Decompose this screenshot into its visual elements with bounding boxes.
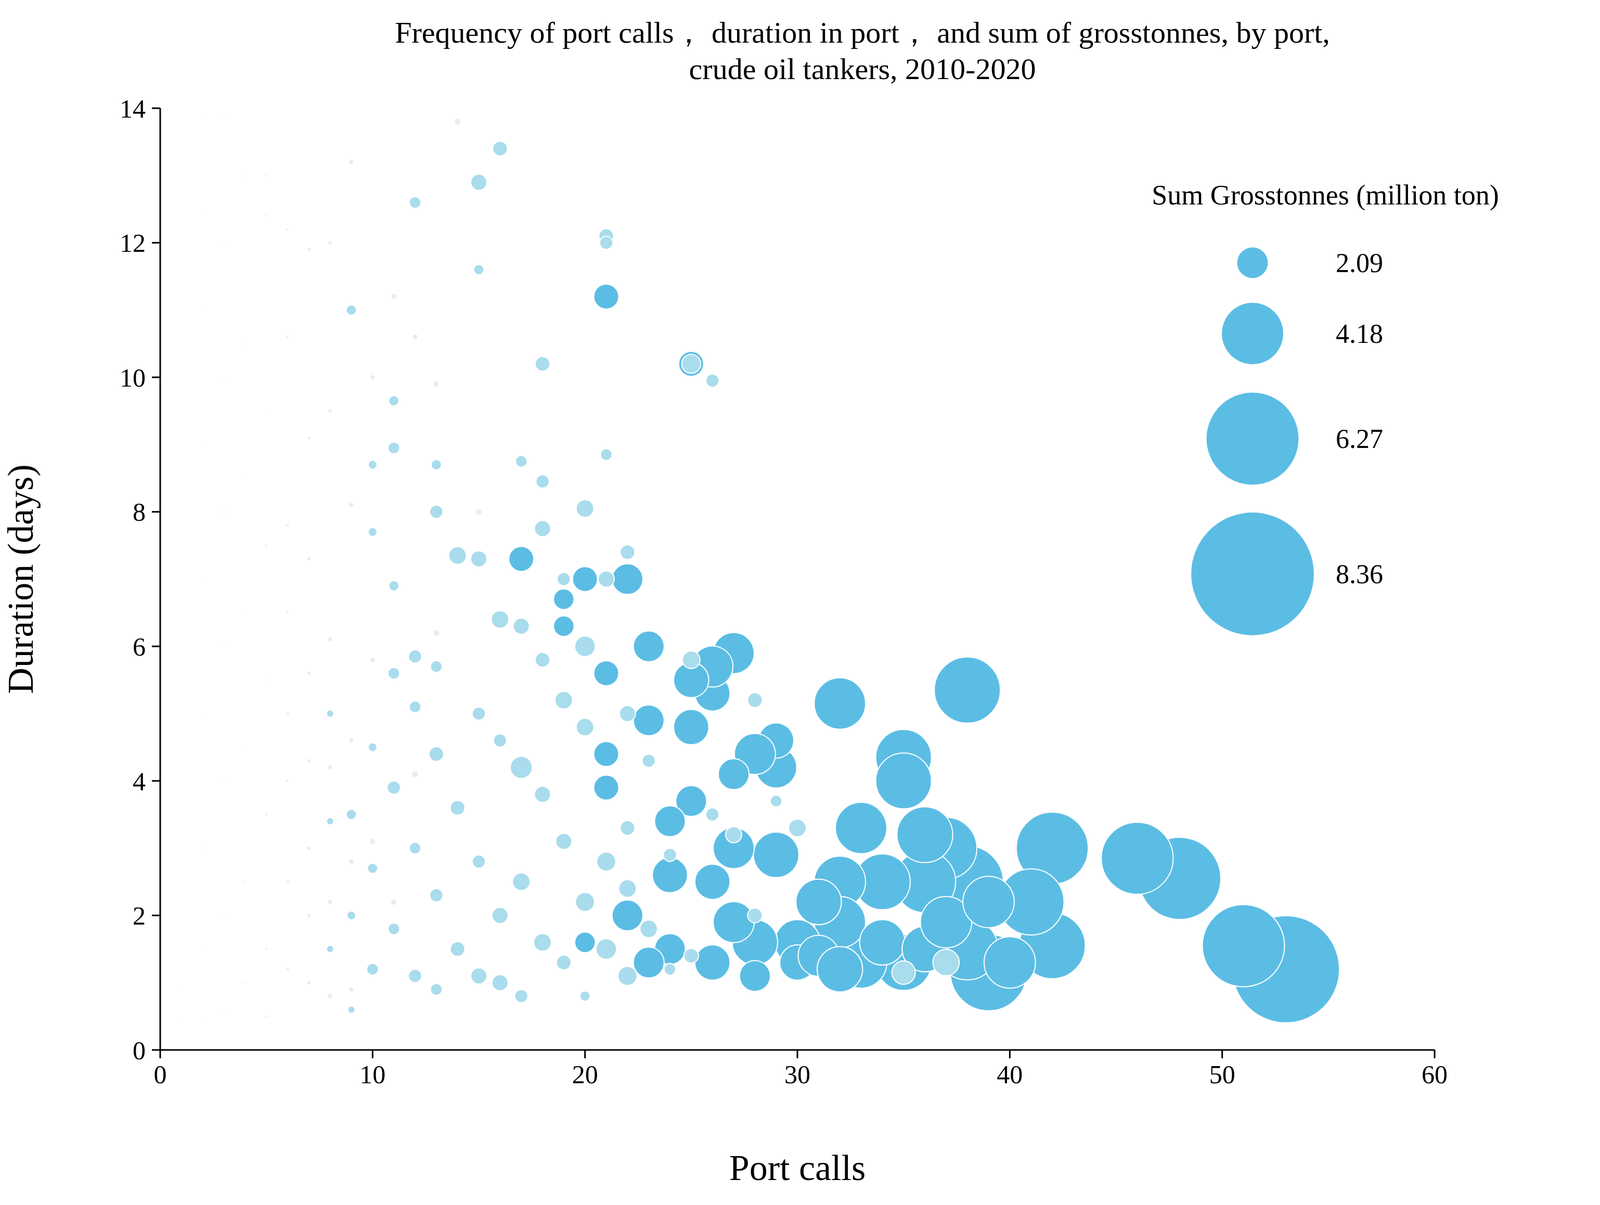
svg-text:12: 12	[119, 228, 146, 258]
svg-text:2.09: 2.09	[1335, 248, 1384, 278]
svg-text:10: 10	[359, 1059, 386, 1089]
svg-text:20: 20	[572, 1059, 599, 1089]
svg-text:50: 50	[1209, 1059, 1236, 1089]
html-text:Frequency of port calls， durat: Frequency of port calls， duration in por…	[394, 15, 1330, 86]
svg-text:8: 8	[132, 497, 146, 527]
svg-text:Duration (days): Duration (days)	[4, 463, 41, 694]
svg-text:30: 30	[784, 1059, 811, 1089]
svg-text:6: 6	[132, 631, 146, 662]
svg-text:60: 60	[1421, 1059, 1448, 1089]
svg-text:2: 2	[132, 900, 146, 931]
svg-text:10: 10	[119, 363, 146, 393]
svg-text:8.36: 8.36	[1335, 559, 1384, 589]
svg-text:40: 40	[996, 1059, 1023, 1089]
svg-text:0: 0	[153, 1059, 167, 1089]
svg-text:0: 0	[132, 1035, 146, 1065]
svg-text:Sum Grosstonnes (million ton): Sum Grosstonnes (million ton)	[1151, 179, 1500, 211]
svg-text:4: 4	[132, 766, 146, 796]
svg-text:Port calls: Port calls	[729, 1147, 866, 1188]
svg-text:6.27: 6.27	[1335, 423, 1384, 454]
svg-text:14: 14	[119, 94, 146, 124]
svg-text:4.18: 4.18	[1335, 318, 1384, 349]
